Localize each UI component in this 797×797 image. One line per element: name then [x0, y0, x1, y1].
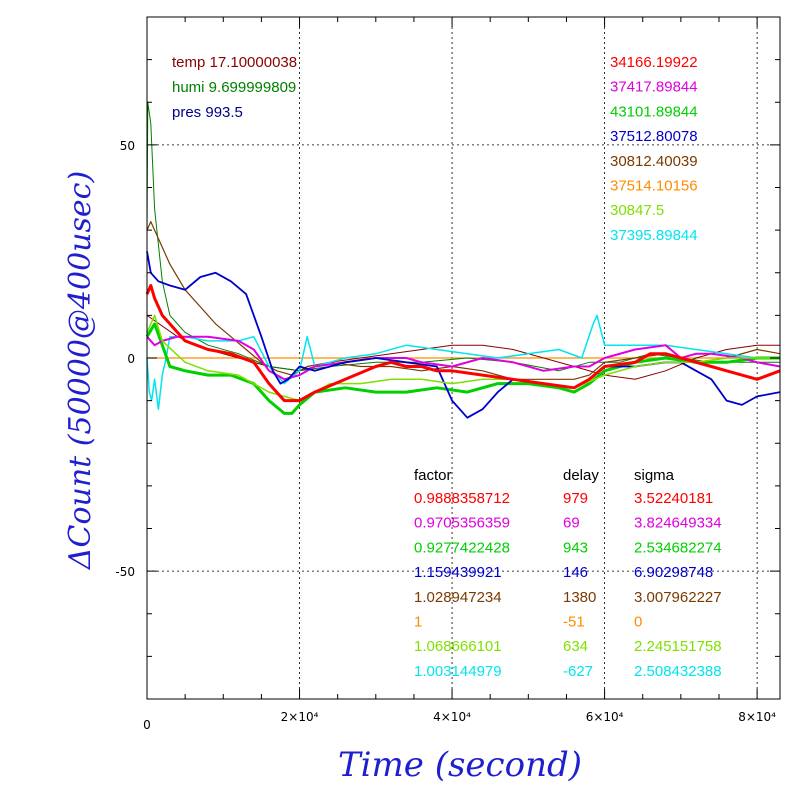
- table-cell: 6.90298748: [634, 564, 713, 581]
- table-cell: 2.534682274: [634, 539, 722, 556]
- table-header: delay: [563, 467, 599, 484]
- env-label: pres 993.5: [172, 104, 243, 121]
- table-cell: 0.9705356359: [414, 515, 510, 532]
- table-cell: 146: [563, 564, 588, 581]
- table-cell: 1.028947234: [414, 589, 502, 606]
- table-cell: 1: [414, 614, 422, 631]
- offset-value: 37512.80078: [610, 128, 698, 145]
- x-tick-label: 4×10⁴: [433, 710, 471, 724]
- table-cell: 979: [563, 490, 588, 507]
- table-cell: 943: [563, 539, 588, 556]
- offset-value: 43101.89844: [610, 103, 698, 120]
- fit-table: factor delay sigma 0.9888358712 979 3.5224018…: [414, 467, 722, 680]
- env-label: humi 9.699999809: [172, 79, 296, 96]
- table-cell: 1380: [563, 589, 596, 606]
- y-axis-title: ΔCount (50000@400usec): [63, 171, 98, 570]
- x-tick-label: 8×10⁴: [738, 710, 776, 724]
- series-layer: [145, 101, 781, 419]
- table-cell: 634: [563, 638, 588, 655]
- table-cell: 3.007962227: [634, 589, 722, 606]
- series-line-9: [145, 284, 781, 403]
- series-line-4: [146, 314, 780, 410]
- offset-value: 30812.40039: [610, 153, 698, 170]
- series-line-8: [146, 314, 780, 402]
- tick-label-layer: 0 2×10⁴ 4×10⁴ 6×10⁴ 8×10⁴ 50 0 -50: [115, 139, 776, 732]
- offset-values: 34166.19922 37417.89844 43101.89844 37512.8…: [610, 54, 698, 244]
- table-cell: 0.9888358712: [414, 490, 510, 507]
- table-cell: 0: [634, 614, 642, 631]
- y-tick-label: 0: [127, 352, 135, 366]
- table-cell: 1.003144979: [414, 663, 502, 680]
- table-cell: 0.9277422428: [414, 539, 510, 556]
- table-cell: 1.068666101: [414, 638, 502, 655]
- x-tick-label: 2×10⁴: [281, 710, 319, 724]
- offset-value: 37514.10156: [610, 178, 698, 195]
- table-cell: 3.824649334: [634, 515, 722, 532]
- y-tick-label: 50: [120, 139, 135, 153]
- table-header: factor: [414, 467, 452, 484]
- x-tick-label: 0: [143, 718, 151, 732]
- table-cell: 1.159439921: [414, 564, 502, 581]
- table-cell: 69: [563, 515, 580, 532]
- table-cell: 2.508432388: [634, 663, 722, 680]
- tick-layer: [146, 17, 780, 699]
- table-cell: -51: [563, 614, 585, 631]
- env-label: temp 17.10000038: [172, 54, 297, 71]
- table-cell: 2.245151758: [634, 638, 722, 655]
- x-axis-title: Time (second): [338, 745, 582, 785]
- x-tick-label: 6×10⁴: [586, 710, 624, 724]
- offset-value: 37395.89844: [610, 227, 698, 244]
- env-labels: temp 17.10000038 humi 9.699999809 pres 993…: [172, 54, 297, 121]
- series-line-5: [145, 322, 780, 415]
- y-tick-label: -50: [115, 565, 135, 579]
- offset-value: 37417.89844: [610, 79, 698, 96]
- table-cell: -627: [563, 663, 593, 680]
- offset-value: 30847.5: [610, 202, 664, 219]
- table-cell: 3.52240181: [634, 490, 713, 507]
- offset-value: 34166.19922: [610, 54, 698, 71]
- table-header: sigma: [634, 467, 675, 484]
